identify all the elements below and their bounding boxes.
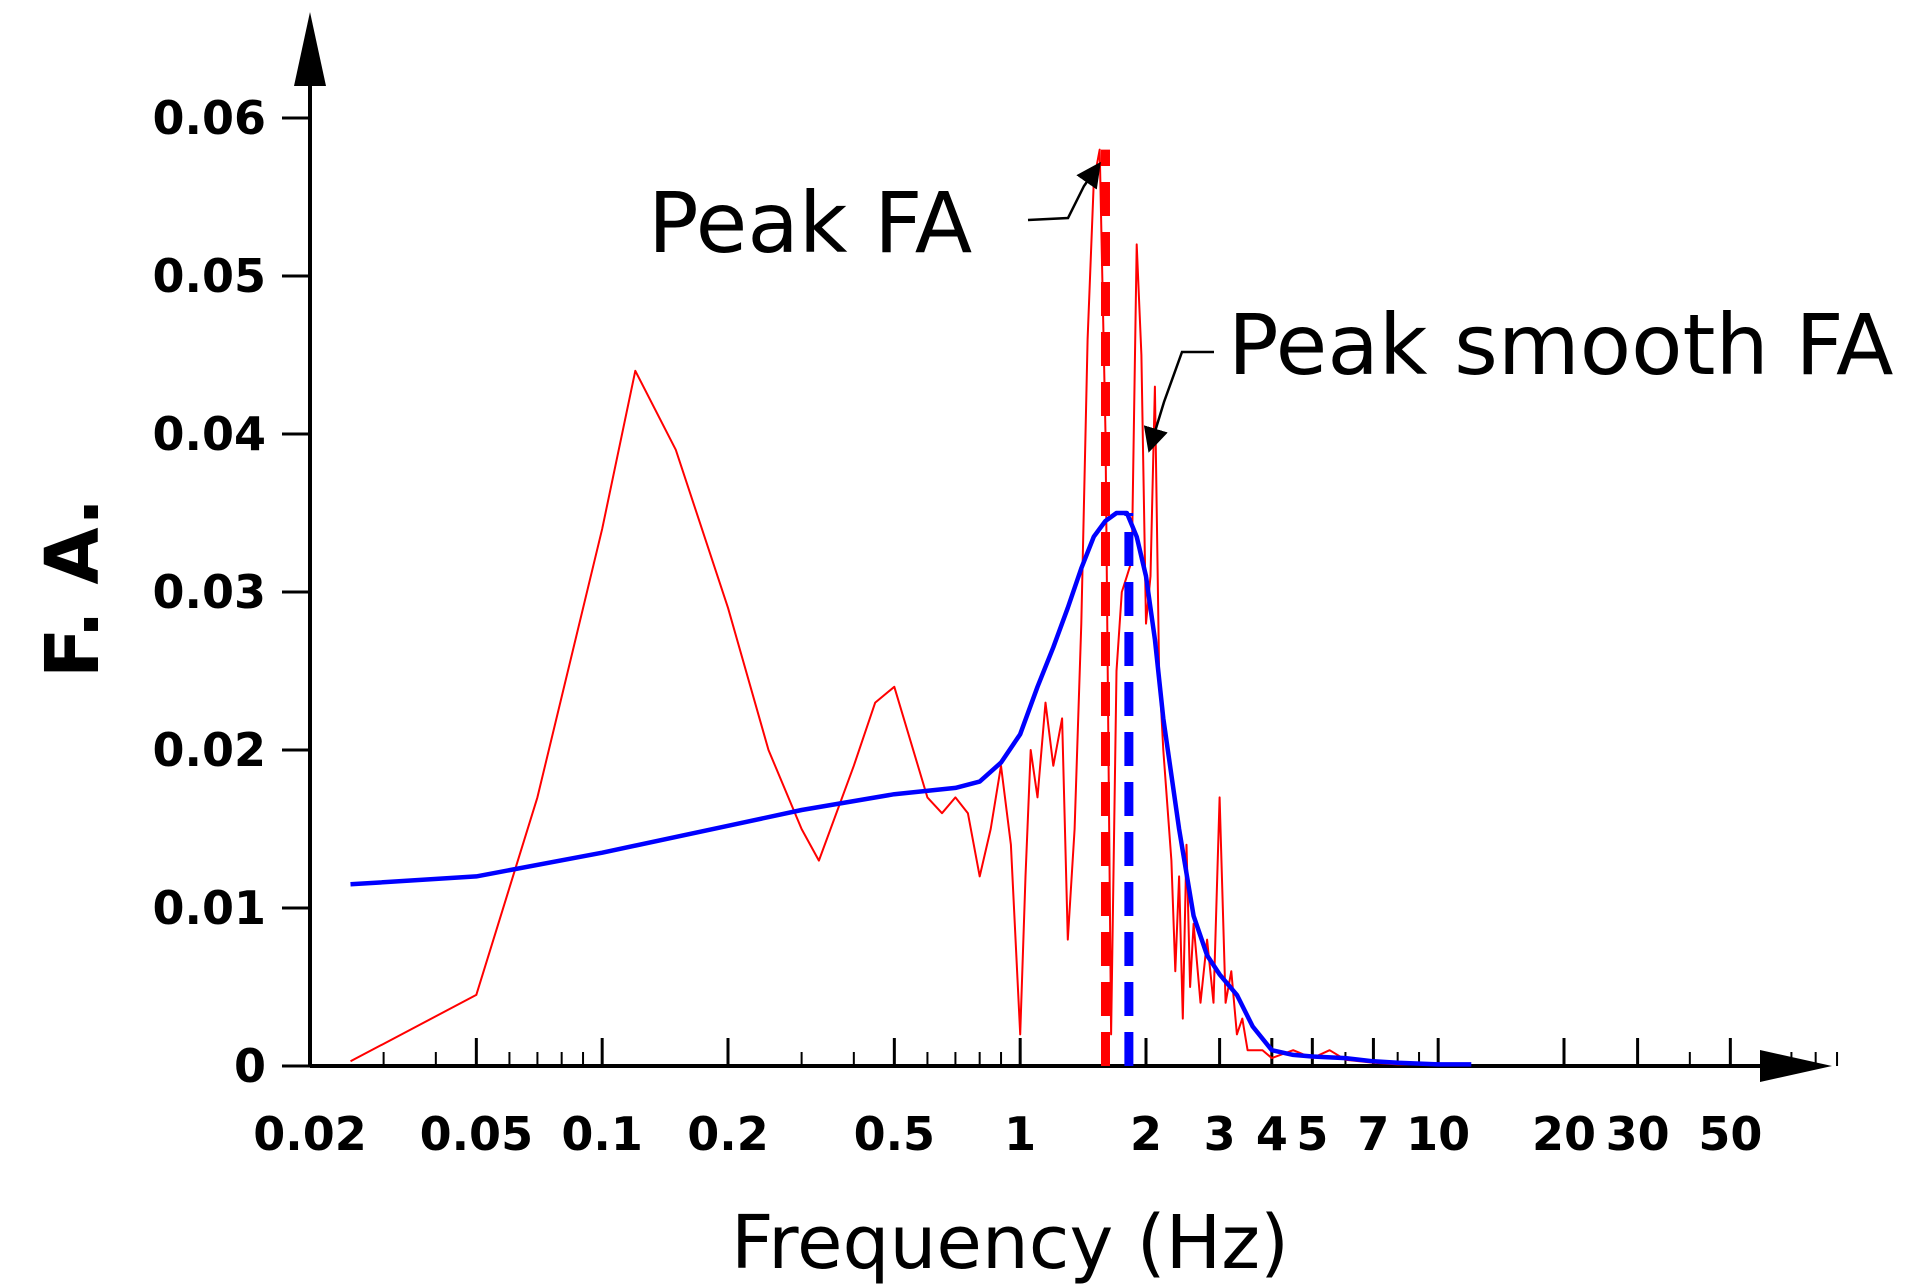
- x-ticks: 0.02 0.05 0.1 0.2 0.5 1 2 3 4 5 7 10 20 30 50: [253, 1038, 1762, 1161]
- y-axis-arrowhead: [294, 12, 326, 86]
- x-tick-label: 1: [1004, 1107, 1036, 1161]
- x-tick-label: 10: [1406, 1107, 1470, 1161]
- series-smooth-fa-line: [350, 510, 1472, 1067]
- x-tick-label: 7: [1357, 1107, 1389, 1161]
- y-ticks: 0 0.01 0.02 0.03 0.04 0.05 0.06: [153, 91, 310, 1093]
- y-tick-label: 0.03: [153, 565, 267, 619]
- annotation-peak-smooth-fa-arrow: [1143, 350, 1214, 453]
- annotations: Peak FA Peak smooth FA: [648, 161, 1893, 453]
- y-tick-label: 0: [234, 1039, 266, 1093]
- series-fa-line: [350, 148, 1456, 1066]
- x-tick-label: 3: [1204, 1107, 1236, 1161]
- y-axis-title: F. A.: [30, 498, 116, 678]
- axes: [294, 12, 1832, 1082]
- x-tick-label: 2: [1130, 1107, 1162, 1161]
- x-axis-title: Frequency (Hz): [731, 1200, 1289, 1286]
- x-tick-label: 5: [1296, 1107, 1328, 1161]
- annotation-peak-fa: Peak FA: [648, 174, 972, 272]
- annotation-peak-fa-arrow: [1027, 161, 1101, 222]
- annotation-peak-smooth-fa: Peak smooth FA: [1228, 296, 1893, 394]
- y-tick-label: 0.04: [153, 407, 267, 461]
- x-minor-ticks: [309, 1052, 1839, 1066]
- x-tick-label: 0.1: [561, 1107, 643, 1161]
- y-tick-label: 0.01: [153, 881, 267, 935]
- y-tick-label: 0.06: [153, 91, 267, 145]
- x-tick-label: 0.02: [253, 1107, 367, 1161]
- x-tick-label: 0.5: [854, 1107, 936, 1161]
- peak-markers: [1100, 149, 1134, 1066]
- x-tick-label: 20: [1532, 1107, 1596, 1161]
- y-tick-label: 0.02: [153, 723, 267, 777]
- x-axis-arrowhead: [1760, 1050, 1832, 1082]
- y-tick-label: 0.05: [153, 249, 267, 303]
- series-layer: [350, 148, 1472, 1067]
- x-tick-label: 30: [1606, 1107, 1670, 1161]
- x-tick-label: 0.2: [687, 1107, 769, 1161]
- x-tick-label: 4: [1256, 1107, 1288, 1161]
- x-tick-label: 0.05: [420, 1107, 534, 1161]
- x-tick-label: 50: [1698, 1107, 1762, 1161]
